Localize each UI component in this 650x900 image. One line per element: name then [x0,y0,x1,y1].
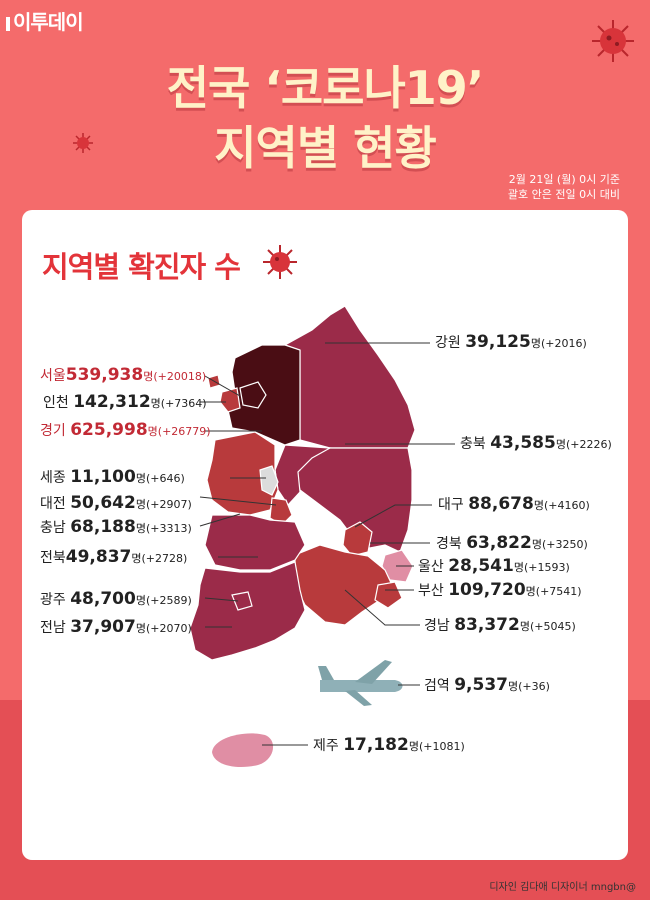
region-chungnam [206,431,279,516]
region-sejong [259,465,279,496]
headline-line-1: 전국 ‘코로나19’ [166,61,485,115]
region-gwangju [231,591,253,611]
label-quarantine: 검역 9,537명(+36) [424,675,550,695]
region-jeju [212,733,274,768]
region-jeonbuk [204,514,306,571]
label-seoul: 서울539,938명(+20018) [40,365,207,385]
label-gyeonggi: 경기 625,998명(+26779) [40,420,211,440]
basis-note: 2월 21일 (월) 0시 기준 괄호 안은 전일 0시 대비 [508,172,620,202]
label-jeonbuk: 전북49,837명(+2728) [40,547,188,567]
label-jeonnam: 전남 37,907명(+2070) [40,617,192,637]
brand-logo: 이투데이 [6,6,84,35]
basis-date: 2월 21일 (월) 0시 기준 [508,173,620,186]
virus-icon [592,20,634,62]
label-chungnam: 충남 68,188명(+3313) [40,517,192,537]
region-jeonnam [189,561,306,661]
label-jeju: 제주 17,182명(+1081) [313,735,465,755]
label-gwangju: 광주 48,700명(+2589) [40,589,192,609]
region-seoul [239,381,267,409]
label-gyeongbuk: 경북 63,822명(+3250) [436,533,588,553]
brand-mark [6,16,10,31]
label-daejeon: 대전 50,642명(+2907) [40,493,192,513]
basis-comparison: 괄호 안은 전일 0시 대비 [507,188,620,201]
designer-credit: 디자인 김다애 디자이너 mngbn@ [489,882,636,893]
region-gangwon [283,305,416,449]
brand-text: 이투데이 [13,10,84,34]
label-busan: 부산 109,720명(+7541) [418,580,582,600]
section-title: 지역별 확진자 수 [42,250,241,284]
headline-line-2: 지역별 현황 [214,121,437,175]
virus-icon [73,133,93,153]
region-incheon [219,387,241,413]
airplane-icon [318,660,403,706]
content-card: 지역별 확진자 수 [22,210,628,860]
label-gangwon: 강원 39,125명(+2016) [435,332,587,352]
label-ulsan: 울산 28,541명(+1593) [418,556,570,576]
label-chungbuk: 충북 43,585명(+2226) [460,433,612,453]
region-daegu [342,521,373,557]
label-gyeongnam: 경남 83,372명(+5045) [424,615,576,635]
virus-icon [263,245,297,279]
label-sejong: 세종 11,100명(+646) [40,467,185,487]
label-incheon: 인천 142,312명(+7364) [43,392,207,412]
label-daegu: 대구 88,678명(+4160) [438,494,590,514]
region-busan [374,581,403,609]
